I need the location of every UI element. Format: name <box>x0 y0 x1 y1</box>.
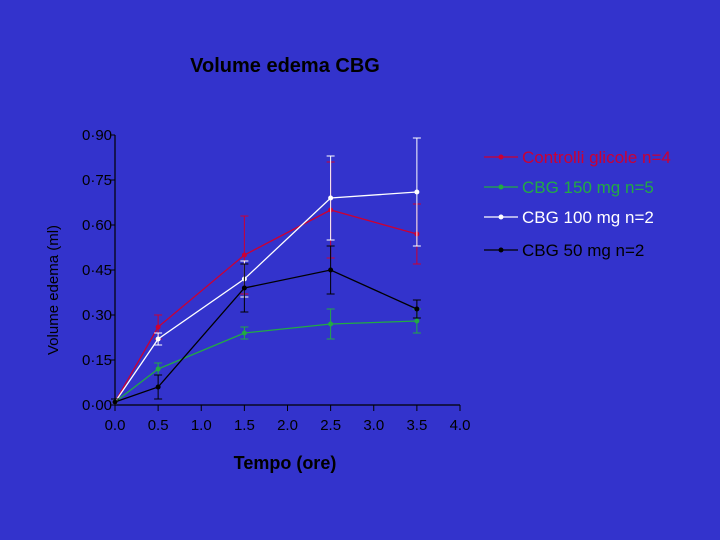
data-point-3-4 <box>414 306 420 312</box>
chart-title: Volume edema CBG <box>190 55 380 77</box>
legend-label-1: CBG 150 mg n=5 <box>522 178 654 197</box>
legend-label-2: CBG 100 mg n=2 <box>522 208 654 227</box>
data-point-2-1 <box>155 336 161 342</box>
y-axis-label: Volume edema (ml) <box>45 225 62 355</box>
legend-marker-2 <box>498 214 504 220</box>
data-point-3-1 <box>155 384 161 390</box>
x-tick-label-5: 2.5 <box>320 417 341 434</box>
series-layer <box>111 137 421 406</box>
x-tick-label-8: 4.0 <box>450 417 471 434</box>
y-tick-label-6: 0·90 <box>82 127 112 144</box>
data-point-3-2 <box>241 285 247 291</box>
legend-label-3: CBG 50 mg n=2 <box>522 241 644 260</box>
x-tick-label-6: 3.0 <box>363 417 384 434</box>
data-point-3-3 <box>328 267 334 273</box>
data-point-1-2 <box>241 330 247 336</box>
y-tick-label-3: 0·45 <box>82 262 112 279</box>
data-point-3-0 <box>112 399 118 405</box>
x-tick-label-7: 3.5 <box>406 417 427 434</box>
legend-marker-0 <box>498 154 504 160</box>
data-point-1-3 <box>328 321 334 327</box>
x-tick-label-3: 1.5 <box>234 417 255 434</box>
data-point-2-3 <box>328 195 334 201</box>
series-3 <box>111 245 421 406</box>
legend-marker-3 <box>498 247 504 253</box>
series-1 <box>111 308 421 406</box>
x-axis-label: Tempo (ore) <box>234 453 337 473</box>
x-tick-label-0: 0.0 <box>105 417 126 434</box>
series-line-2 <box>114 191 417 403</box>
x-tick-label-4: 2.0 <box>277 417 298 434</box>
data-point-0-1 <box>155 324 161 330</box>
legend-label-0: Controlli glicole n=4 <box>522 148 671 167</box>
y-tick-label-1: 0·15 <box>82 352 112 369</box>
legend: Controlli glicole n=4 CBG 150 mg n=5 CBG 1… <box>484 148 671 260</box>
data-point-1-4 <box>414 318 420 324</box>
data-point-1-1 <box>155 366 161 372</box>
series-line-3 <box>114 269 418 403</box>
x-tick-label-1: 0.5 <box>148 417 169 434</box>
legend-marker-1 <box>498 184 504 190</box>
y-tick-label-0: 0·00 <box>82 397 112 414</box>
series-line-0 <box>114 209 418 403</box>
series-2 <box>111 137 421 406</box>
data-point-0-2 <box>241 252 247 258</box>
axes <box>114 135 460 406</box>
ticks: 0.0 0.5 1.0 1.5 2.0 2.5 3.0 3.5 4.0 0·00 0·15 0·30 0… <box>82 127 470 434</box>
y-tick-label-5: 0·75 <box>82 172 112 189</box>
x-tick-label-2: 1.0 <box>191 417 212 434</box>
y-tick-label-4: 0·60 <box>82 217 112 234</box>
data-point-2-4 <box>414 189 420 195</box>
y-tick-label-2: 0·30 <box>82 307 112 324</box>
